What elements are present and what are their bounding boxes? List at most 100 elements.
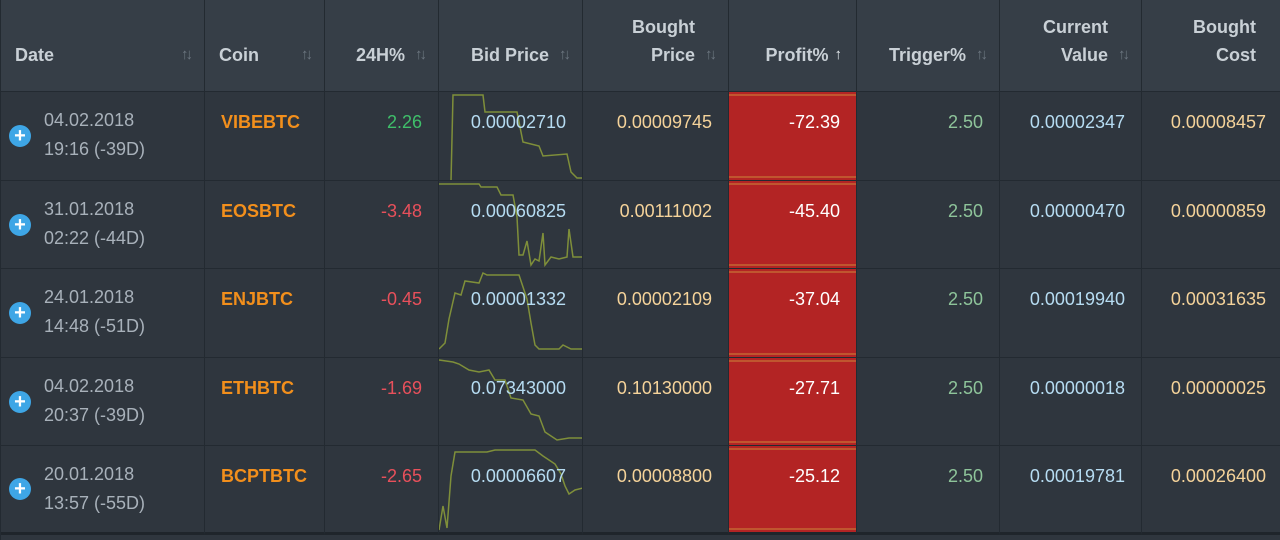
expand-plus-icon[interactable]: + (9, 302, 31, 324)
row-date: 20.01.2018 (44, 464, 135, 484)
row-profit: -72.39 (729, 92, 857, 181)
sort-ascending-icon[interactable]: ↑ (834, 46, 843, 63)
header-line-1: Bought (1193, 17, 1256, 37)
sort-arrows-icon[interactable]: ↑↓ (976, 46, 988, 63)
row-24h-change: -0.45 (325, 269, 439, 358)
row-bought-cost: 0.00031635 (1142, 269, 1280, 358)
row-profit: -25.12 (729, 446, 857, 535)
row-bought-cost: 0.00000025 (1142, 358, 1280, 446)
row-date: 31.01.2018 (44, 199, 135, 219)
column-header-bought-cost-label: Bought Cost (1193, 13, 1256, 69)
column-header-trigger[interactable]: Trigger% ↑↓ (857, 0, 1000, 92)
row-trigger: 2.50 (857, 92, 1000, 181)
row-bought-cost: 0.00026400 (1142, 446, 1280, 535)
sort-arrows-icon[interactable]: ↑↓ (1118, 46, 1130, 63)
row-24h-change: 2.26 (325, 92, 439, 181)
row-trigger: 2.50 (857, 358, 1000, 446)
row-trigger: 2.50 (857, 269, 1000, 358)
bid-value: 0.00006607 (470, 466, 566, 486)
profit-value: -27.71 (788, 378, 840, 398)
row-bought-price: 0.10130000 (583, 358, 729, 446)
row-24h-change: -3.48 (325, 181, 439, 269)
column-header-bought-price[interactable]: Bought Price ↑↓ (583, 0, 729, 92)
row-current-value: 0.00000470 (1000, 181, 1142, 269)
row-time: 20:37 (-39D) (44, 405, 146, 425)
column-header-bought-cost[interactable]: Bought Cost (1142, 0, 1280, 92)
profit-bar-bottom (729, 176, 856, 178)
sort-arrows-icon[interactable]: ↑↓ (559, 46, 571, 63)
row-bought-price: 0.00008800 (583, 446, 729, 535)
row-bought-price: 0.00111002 (583, 181, 729, 269)
table-row-date: + 31.01.2018 02:22 (-44D) (1, 181, 205, 269)
column-header-date-label: Date (15, 45, 55, 65)
column-header-date[interactable]: Date ↑↓ (1, 0, 205, 92)
row-current-value: 0.00019781 (1000, 446, 1142, 535)
row-trigger: 2.50 (857, 446, 1000, 535)
header-line-1: Current (1042, 17, 1108, 37)
column-header-24h[interactable]: 24H% ↑↓ (325, 0, 439, 92)
row-bid-price: 0.07343000 (439, 358, 583, 446)
column-header-coin[interactable]: Coin ↑↓ (205, 0, 325, 92)
header-line-2: Value (1060, 45, 1108, 65)
sparkline-chart (439, 183, 582, 268)
bid-value: 0.07343000 (470, 378, 566, 398)
column-header-bid-price[interactable]: Bid Price ↑↓ (439, 0, 583, 92)
profit-bar-top (729, 94, 856, 96)
profit-value: -72.39 (788, 112, 840, 132)
expand-plus-icon[interactable]: + (9, 125, 31, 147)
row-24h-change: -1.69 (325, 358, 439, 446)
row-bought-price: 0.00009745 (583, 92, 729, 181)
column-header-trigger-label: Trigger% (888, 45, 966, 65)
row-trigger: 2.50 (857, 181, 1000, 269)
row-current-value: 0.00019940 (1000, 269, 1142, 358)
profit-bar-top (729, 448, 856, 450)
sparkline-chart (439, 449, 582, 531)
row-coin: ENJBTC (205, 269, 325, 358)
expand-plus-icon[interactable]: + (9, 390, 31, 413)
profit-value: -25.12 (788, 466, 840, 486)
row-bid-price: 0.00006607 (439, 446, 583, 535)
profit-bar-bottom (729, 441, 856, 443)
row-coin: BCPTBTC (205, 446, 325, 535)
column-header-bought-price-label: Bought Price (632, 13, 695, 69)
bid-value: 0.00060825 (470, 201, 566, 221)
bid-value: 0.00001332 (470, 289, 566, 309)
row-coin: ETHBTC (205, 358, 325, 446)
sparkline-chart (450, 94, 582, 180)
column-header-profit[interactable]: Profit% ↑ (729, 0, 857, 92)
column-header-current-value[interactable]: Current Value ↑↓ (1000, 0, 1142, 92)
row-bought-price: 0.00002109 (583, 269, 729, 358)
row-bought-cost: 0.00000859 (1142, 181, 1280, 269)
row-time: 19:16 (-39D) (44, 139, 146, 159)
row-profit: -37.04 (729, 269, 857, 358)
row-date: 04.02.2018 (44, 110, 135, 130)
row-coin: VIBEBTC (205, 92, 325, 181)
sort-arrows-icon[interactable]: ↑↓ (181, 46, 193, 63)
bid-value: 0.00002710 (470, 112, 566, 132)
column-header-current-value-label: Current Value (1043, 13, 1108, 69)
header-line-2: Price (650, 45, 695, 65)
table-row-date: + 24.01.2018 14:48 (-51D) (1, 269, 205, 358)
profit-value: -37.04 (788, 289, 840, 309)
column-header-bid-price-label: Bid Price (470, 45, 549, 65)
sparkline-chart (439, 271, 582, 350)
table-row-date: + 20.01.2018 13:57 (-55D) (1, 446, 205, 535)
expand-plus-icon[interactable]: + (9, 213, 31, 236)
column-header-profit-label: Profit% (765, 45, 829, 65)
sort-arrows-icon[interactable]: ↑↓ (705, 46, 717, 63)
sort-arrows-icon[interactable]: ↑↓ (301, 46, 313, 63)
profit-bar-top (729, 183, 856, 185)
row-current-value: 0.00000018 (1000, 358, 1142, 446)
sort-arrows-icon[interactable]: ↑↓ (415, 46, 427, 63)
row-bid-price: 0.00060825 (439, 181, 583, 269)
row-profit: -27.71 (729, 358, 857, 446)
column-header-coin-label: Coin (219, 45, 259, 65)
row-time: 13:57 (-55D) (44, 493, 146, 513)
row-time: 02:22 (-44D) (44, 228, 146, 248)
header-line-2: Cost (1216, 45, 1256, 65)
row-profit: -45.40 (729, 181, 857, 269)
row-bought-cost: 0.00008457 (1142, 92, 1280, 181)
table-row-date: + 04.02.2018 19:16 (-39D) (1, 92, 205, 181)
expand-plus-icon[interactable]: + (9, 478, 31, 500)
